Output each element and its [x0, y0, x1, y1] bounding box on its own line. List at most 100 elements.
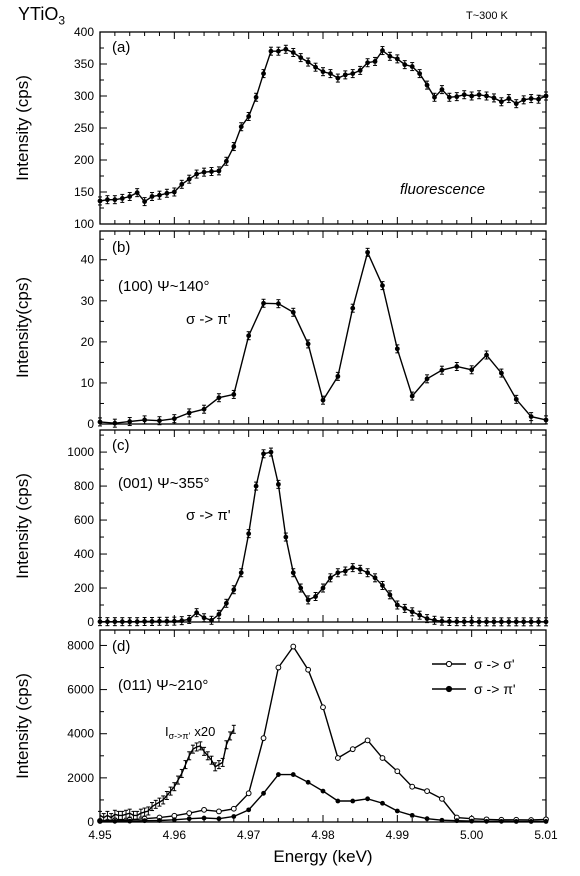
data-point — [305, 666, 312, 673]
data-point — [484, 352, 489, 358]
data-point — [231, 392, 237, 397]
data-point — [142, 417, 148, 423]
panel-b: 0 10 20 30 40 Intensity(cps) (b) (100) Ψ~140° σ … — [13, 230, 549, 431]
data-point — [276, 481, 281, 487]
y-tick-label: 200 — [74, 581, 94, 595]
data-point — [365, 249, 370, 255]
legend-marker — [445, 660, 453, 668]
data-point — [105, 619, 110, 625]
x-tick-label: 4.96 — [163, 828, 187, 842]
data-point — [439, 795, 445, 802]
data-point — [246, 531, 252, 537]
data-point — [246, 114, 252, 119]
data-point — [157, 618, 162, 624]
data-point — [528, 96, 534, 101]
panel-label: (d) — [112, 638, 130, 655]
data-point — [238, 570, 244, 576]
panel-label: (c) — [112, 437, 130, 454]
data-point — [216, 168, 222, 174]
data-point — [409, 393, 415, 399]
data-point — [97, 818, 103, 824]
data-point — [216, 395, 222, 401]
legend-marker — [445, 685, 453, 693]
legend-label: σ -> π' — [474, 681, 516, 697]
data-point — [380, 48, 385, 53]
data-point — [446, 619, 452, 624]
data-point — [350, 305, 356, 311]
data-point — [320, 397, 326, 403]
x-tick-label: 5.00 — [460, 828, 484, 842]
y-tick-label: 4000 — [67, 727, 94, 741]
data-point — [216, 816, 222, 822]
data-point — [194, 610, 200, 616]
y-axis-label: Intensity (cps) — [13, 75, 32, 181]
data-point — [283, 534, 289, 540]
data-point — [342, 72, 348, 78]
y-tick-label: 8000 — [67, 638, 94, 652]
x-tick-label: 4.95 — [88, 828, 112, 842]
data-point — [469, 619, 475, 625]
legend-entry: σ -> σ' — [432, 656, 515, 672]
data-point — [484, 619, 489, 625]
series-line — [99, 728, 235, 819]
data-point — [379, 755, 386, 761]
data-point — [380, 283, 385, 289]
x-tick-label: 4.99 — [386, 828, 410, 842]
data-point — [201, 406, 207, 412]
plot-frame — [99, 429, 547, 623]
legend-label: σ -> σ' — [474, 656, 515, 672]
y-tick-label: 250 — [74, 121, 94, 135]
data-point — [186, 816, 192, 822]
data-point — [454, 94, 460, 100]
data-point — [238, 124, 244, 130]
data-point — [439, 367, 445, 373]
data-point — [149, 619, 155, 624]
data-point — [499, 619, 504, 625]
data-point — [194, 171, 200, 177]
data-point — [186, 410, 192, 416]
data-point — [454, 818, 460, 824]
data-point — [521, 619, 527, 625]
data-point — [186, 176, 192, 182]
data-point — [223, 600, 229, 606]
data-point — [454, 364, 460, 369]
data-point — [142, 199, 148, 205]
data-point — [290, 570, 296, 576]
data-point — [209, 169, 214, 174]
data-point — [528, 619, 534, 625]
data-point — [417, 71, 423, 76]
data-point — [439, 817, 445, 823]
data-point — [342, 568, 348, 574]
series-0 — [97, 44, 549, 207]
data-point — [276, 301, 281, 307]
y-tick-label: 40 — [81, 253, 95, 267]
data-point — [253, 94, 259, 100]
data-point — [305, 59, 311, 65]
data-point — [536, 96, 541, 102]
data-point — [439, 87, 445, 92]
y-tick-label: 10 — [81, 376, 95, 390]
data-point — [142, 619, 148, 624]
data-point — [380, 800, 385, 806]
data-point — [268, 449, 274, 455]
data-point — [186, 617, 192, 622]
data-point — [387, 592, 393, 598]
data-point — [335, 373, 341, 379]
data-point — [528, 819, 534, 824]
panel-label: (b) — [112, 239, 130, 256]
data-point — [157, 418, 162, 424]
data-point — [127, 818, 133, 824]
data-point — [350, 71, 356, 76]
y-axis-label: Intensity (cps) — [13, 473, 32, 579]
x-tick-label: 4.98 — [311, 828, 335, 842]
data-point — [328, 71, 333, 76]
data-point — [298, 55, 304, 60]
data-point — [290, 309, 296, 315]
data-point — [409, 812, 415, 818]
series-0 — [97, 447, 549, 627]
data-point — [469, 93, 475, 99]
data-point — [164, 190, 170, 196]
y-tick-label: 0 — [87, 615, 94, 629]
data-point — [305, 597, 311, 603]
data-point — [127, 619, 133, 625]
